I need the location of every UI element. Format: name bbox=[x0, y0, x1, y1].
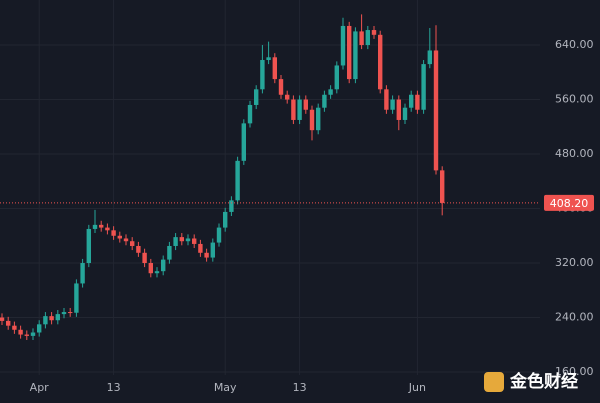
candle-body bbox=[0, 317, 5, 321]
candle-body bbox=[123, 238, 129, 242]
x-tick-label: May bbox=[214, 381, 237, 394]
candle-body bbox=[216, 227, 222, 243]
x-tick-label: 13 bbox=[107, 381, 121, 394]
candle-body bbox=[179, 237, 184, 242]
candle-body bbox=[322, 94, 327, 108]
candle-body bbox=[285, 94, 290, 100]
y-tick-label: 640.00 bbox=[555, 38, 594, 51]
candle-body bbox=[235, 160, 240, 201]
candle-body bbox=[415, 94, 420, 110]
candle-body bbox=[86, 228, 91, 264]
candle-body bbox=[117, 235, 122, 239]
y-tick-label: 480.00 bbox=[555, 147, 594, 160]
candle-body bbox=[427, 50, 432, 65]
candle-body bbox=[260, 60, 265, 90]
candle-body bbox=[291, 99, 296, 120]
candle-body bbox=[18, 329, 23, 335]
candle-body bbox=[111, 230, 116, 236]
candle-body bbox=[204, 252, 209, 258]
candle-body bbox=[68, 312, 73, 314]
candle-body bbox=[334, 65, 339, 90]
candle-body bbox=[347, 25, 352, 80]
last-price-box bbox=[544, 194, 594, 211]
candle-body bbox=[80, 263, 85, 284]
candle-body bbox=[278, 79, 284, 95]
candle-body bbox=[173, 237, 178, 246]
candle-body bbox=[229, 200, 234, 212]
x-tick-label: Jun bbox=[408, 381, 426, 394]
candle-body bbox=[254, 89, 259, 105]
candle-body bbox=[303, 99, 308, 110]
candle-body bbox=[440, 170, 445, 203]
candle-body bbox=[136, 245, 141, 253]
candle-body bbox=[309, 109, 315, 131]
y-tick-label: 560.00 bbox=[555, 93, 594, 106]
candle-body bbox=[92, 224, 98, 229]
candle-body bbox=[154, 271, 160, 274]
candle-body bbox=[297, 99, 302, 120]
candle-body bbox=[55, 314, 60, 321]
candle-body bbox=[12, 325, 17, 330]
candle-body bbox=[185, 238, 191, 242]
watermark-logo bbox=[484, 372, 504, 392]
candle-body bbox=[353, 31, 358, 80]
candle-body bbox=[378, 34, 383, 90]
candle-body bbox=[99, 224, 104, 228]
candle-body bbox=[105, 227, 110, 231]
candle-body bbox=[409, 94, 414, 108]
candle-body bbox=[148, 263, 153, 274]
last-price-label: 408.20 bbox=[550, 197, 589, 210]
candle-body bbox=[37, 324, 42, 333]
candle-body bbox=[359, 31, 364, 46]
watermark: 金色财经 bbox=[509, 371, 578, 392]
candle-body bbox=[142, 252, 147, 264]
candle-body bbox=[402, 107, 408, 120]
candle-body bbox=[43, 316, 48, 325]
candle-body bbox=[167, 245, 172, 260]
candle-body bbox=[365, 30, 370, 46]
x-tick-label: 13 bbox=[293, 381, 307, 394]
candle-body bbox=[421, 64, 426, 110]
candle-body bbox=[74, 283, 79, 313]
candle-body bbox=[30, 332, 36, 336]
candle-body bbox=[241, 123, 246, 161]
y-tick-label: 160.00 bbox=[555, 365, 594, 378]
candle-body bbox=[328, 89, 333, 95]
candle-body bbox=[161, 259, 166, 272]
candle-body bbox=[24, 334, 29, 336]
candle-body bbox=[266, 57, 271, 61]
candle-body bbox=[49, 316, 54, 321]
candle-body bbox=[198, 243, 203, 253]
candle-body bbox=[340, 25, 346, 66]
x-tick-label: Apr bbox=[30, 381, 50, 394]
candle-body bbox=[223, 211, 228, 228]
y-tick-label: 240.00 bbox=[555, 311, 594, 324]
candle-body bbox=[384, 89, 389, 110]
candle-body bbox=[192, 238, 197, 244]
candle-body bbox=[61, 312, 67, 315]
candle-body bbox=[371, 30, 377, 35]
candle-body bbox=[6, 320, 11, 326]
candle-body bbox=[433, 50, 439, 171]
candle-body bbox=[396, 99, 401, 120]
candle-body bbox=[247, 104, 253, 124]
candle-body bbox=[316, 107, 321, 131]
candle-body bbox=[272, 57, 277, 80]
candle-body bbox=[130, 241, 135, 246]
y-tick-label: 320.00 bbox=[555, 256, 594, 269]
candle-body bbox=[210, 242, 215, 258]
candle-body bbox=[390, 99, 395, 110]
